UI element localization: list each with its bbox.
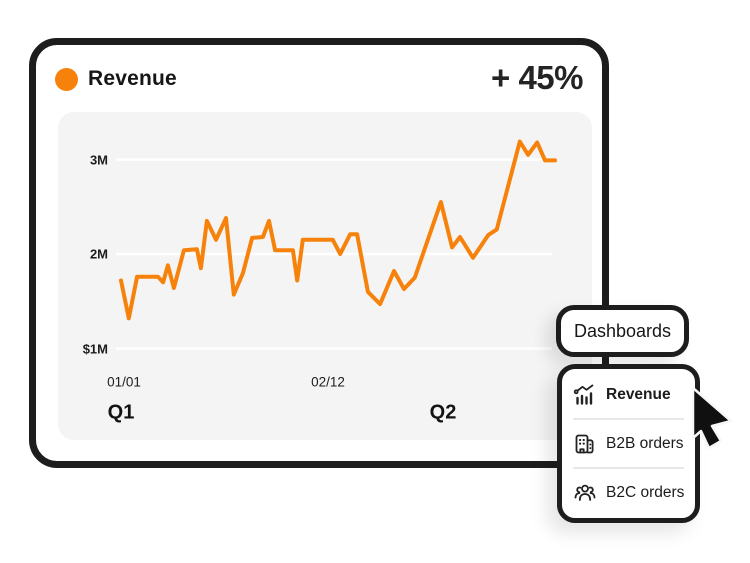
revenue-card: Revenue + 45% 3M 2M $1M 01/01 02/12 Q1 Q2 [29, 38, 609, 468]
menu-item-revenue[interactable]: Revenue [562, 371, 695, 418]
chart-panel: 3M 2M $1M 01/01 02/12 Q1 Q2 [58, 112, 592, 440]
menu-item-label: Revenue [606, 385, 671, 403]
user-group-icon [574, 484, 596, 501]
series-color-dot-icon [55, 68, 78, 91]
x-tick-label: 02/12 [311, 374, 345, 390]
trend-chart-icon [573, 384, 594, 405]
dashboards-label: Dashboards [573, 320, 672, 341]
y-tick-label: 2M [89, 246, 108, 262]
delta-badge: + 45% [491, 59, 584, 96]
quarter-label: Q2 [429, 401, 457, 424]
y-tick-label: $1M [82, 341, 108, 356]
menu-divider [573, 418, 684, 420]
building-icon [575, 434, 594, 453]
dashboards-menu: Revenue B2B orders [557, 364, 700, 523]
menu-item-label: B2C orders [606, 483, 685, 501]
quarter-label: Q1 [107, 401, 135, 424]
dashboards-dropdown-trigger[interactable]: Dashboards [556, 305, 689, 357]
menu-divider [573, 467, 684, 469]
card-title: Revenue [88, 67, 177, 90]
menu-item-label: B2B orders [606, 434, 684, 452]
menu-item-b2c-orders[interactable]: B2C orders [562, 469, 695, 516]
revenue-line-chart [116, 139, 557, 350]
y-tick-label: 3M [89, 152, 108, 167]
menu-item-b2b-orders[interactable]: B2B orders [562, 420, 695, 467]
x-tick-label: 01/01 [107, 374, 141, 390]
